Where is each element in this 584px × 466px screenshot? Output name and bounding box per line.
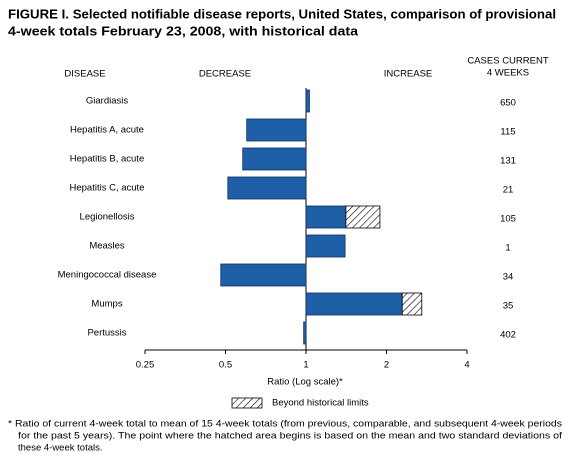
category-label: Hepatitis B, acute (70, 154, 144, 165)
bar (305, 292, 403, 316)
x-axis-label: Ratio (Log scale)* (267, 377, 343, 388)
bar (305, 234, 346, 258)
category-label: Giardiasis (86, 96, 128, 107)
bar (303, 321, 307, 345)
cases-value: 21 (503, 185, 514, 196)
bar (220, 263, 307, 287)
x-tick-label: 4 (464, 360, 469, 371)
category-label: Measles (89, 241, 125, 252)
bar (227, 176, 307, 200)
column-header: DISEASE (64, 69, 105, 80)
footnote: these 4-week totals. (18, 443, 103, 454)
cases-value: 35 (503, 301, 514, 312)
bar (305, 205, 347, 229)
category-label: Mumps (91, 299, 122, 310)
category-label: Meningococcal disease (58, 270, 157, 281)
cases-value: 131 (500, 156, 516, 167)
category-label: Hepatitis C, acute (70, 183, 145, 194)
legend-label: Beyond historical limits (272, 398, 369, 409)
category-label: Pertussis (87, 328, 126, 339)
cases-value: 1 (505, 243, 510, 254)
column-header: INCREASE (384, 69, 433, 80)
footnote: for the past 5 years). The point where t… (18, 431, 562, 442)
x-tick-label: 0.5 (219, 360, 232, 371)
bar (246, 118, 307, 142)
bar-beyond-limits (401, 292, 423, 316)
bar (242, 147, 307, 171)
column-header: DECREASE (199, 69, 251, 80)
x-tick-label: 0.25 (136, 360, 155, 371)
category-label: Legionellosis (80, 212, 135, 223)
column-header: CASES CURRENT (467, 56, 548, 67)
bar (305, 89, 310, 113)
cases-value: 402 (500, 330, 516, 341)
chart-title: FIGURE I. Selected notifiable disease re… (8, 6, 556, 21)
cases-value: 650 (500, 98, 516, 109)
cases-value: 115 (500, 127, 515, 138)
footnote: * Ratio of current 4-week total to mean … (8, 419, 562, 430)
chart-title: 4-week totals February 23, 2008, with hi… (8, 23, 359, 38)
x-tick-label: 1 (303, 360, 308, 371)
column-header: 4 WEEKS (487, 68, 529, 79)
category-label: Hepatitis A, acute (70, 125, 144, 136)
legend-swatch (231, 397, 263, 409)
bar-beyond-limits (345, 205, 381, 229)
cases-value: 34 (503, 272, 514, 283)
cases-value: 105 (500, 214, 516, 225)
x-tick-label: 2 (384, 360, 389, 371)
